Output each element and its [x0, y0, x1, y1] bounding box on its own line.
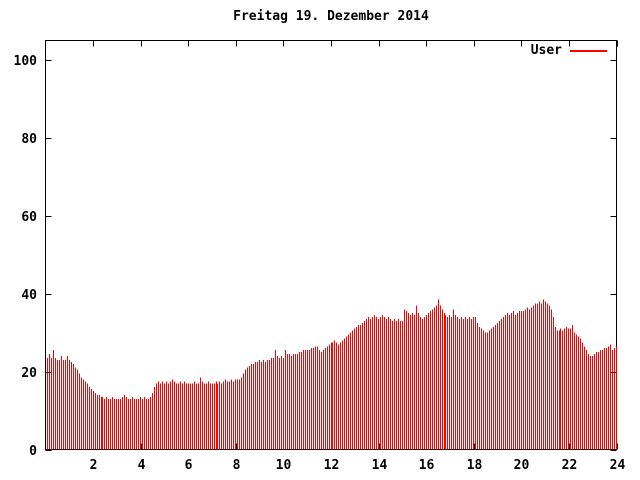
x-tick-label: 12 [324, 458, 340, 473]
x-tick-label: 20 [514, 458, 530, 473]
y-tick-label: 40 [21, 288, 37, 303]
x-tick-label: 8 [233, 458, 241, 473]
x-tick-label: 6 [185, 458, 193, 473]
y-tick-label: 80 [21, 132, 37, 147]
y-tick-label: 60 [21, 210, 37, 225]
y-tick-label: 0 [29, 444, 37, 459]
x-tick-label: 10 [276, 458, 292, 473]
x-tick-label: 2 [90, 458, 98, 473]
legend: User [531, 44, 607, 57]
x-tick-label: 16 [419, 458, 435, 473]
legend-label-user: User [530, 43, 562, 58]
chart-title: Freitag 19. Dezember 2014 [233, 9, 429, 24]
y-tick-label: 20 [21, 366, 37, 381]
x-tick-label: 24 [610, 458, 626, 473]
x-tick-label: 18 [467, 458, 483, 473]
x-tick-label: 22 [562, 458, 578, 473]
legend-line-sample-icon [570, 49, 607, 52]
x-tick-label: 4 [138, 458, 146, 473]
y-tick-label: 100 [14, 54, 38, 69]
x-tick-label: 14 [372, 458, 388, 473]
